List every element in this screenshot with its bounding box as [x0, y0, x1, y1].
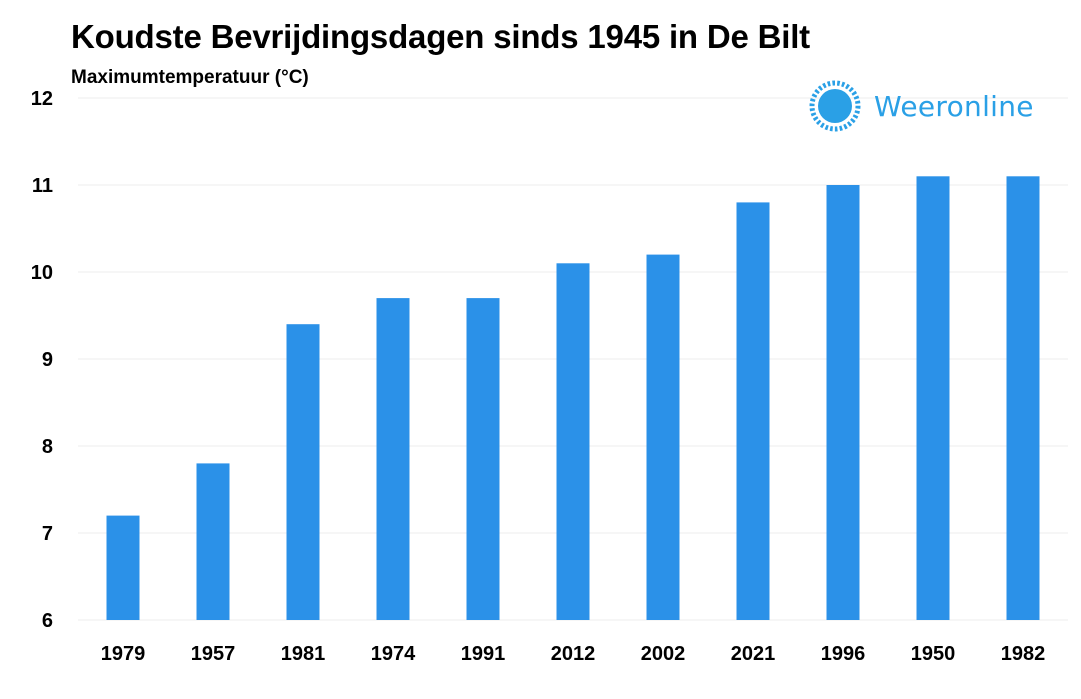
- bar-1981: [286, 324, 320, 620]
- bar-1982: [1006, 176, 1040, 621]
- y-tick-label: 10: [31, 262, 53, 284]
- chart-title: Koudste Bevrijdingsdagen sinds 1945 in D…: [71, 18, 810, 55]
- x-tick-label: 1996: [821, 643, 866, 665]
- x-tick-label: 2012: [551, 643, 596, 665]
- y-tick-label: 12: [31, 88, 53, 110]
- y-tick-label: 7: [42, 523, 53, 545]
- x-tick-label: 1982: [1001, 643, 1046, 665]
- bars: [106, 176, 1040, 621]
- y-axis-ticks: 6 7 8 9 10 11 12: [31, 88, 53, 632]
- x-tick-label: 1979: [101, 643, 146, 665]
- bar-2021: [736, 202, 770, 620]
- sun-icon: [809, 80, 861, 132]
- bar-1950: [916, 176, 950, 621]
- y-tick-label: 8: [42, 436, 53, 458]
- bar-1957: [196, 463, 230, 620]
- bar-2002: [646, 254, 680, 620]
- bar-1991: [466, 298, 500, 620]
- bar-1979: [106, 515, 140, 620]
- chart-subtitle: Maximumtemperatuur (°C): [71, 67, 309, 88]
- x-axis-ticks: 1979 1957 1981 1974 1991 2012 2002 2021 1996 1950…: [101, 643, 1046, 665]
- x-tick-label: 2021: [731, 643, 776, 665]
- y-tick-label: 9: [42, 349, 53, 371]
- bar-1974: [376, 298, 410, 620]
- y-tick-label: 11: [32, 175, 53, 197]
- logo-text: Weeronline: [874, 89, 1034, 123]
- weeronline-logo: Weeronline: [806, 76, 1034, 136]
- y-tick-label: 6: [42, 610, 53, 632]
- x-tick-label: 1950: [911, 643, 956, 665]
- x-tick-label: 1981: [281, 643, 326, 665]
- x-tick-label: 1991: [461, 643, 506, 665]
- bar-2012: [556, 263, 590, 620]
- x-tick-label: 1957: [191, 643, 236, 665]
- x-tick-label: 1974: [371, 643, 416, 665]
- bar-1996: [826, 185, 860, 620]
- x-tick-label: 2002: [641, 643, 686, 665]
